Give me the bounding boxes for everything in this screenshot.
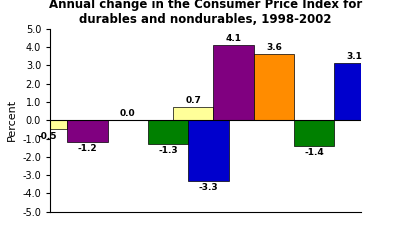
Text: -1.4: -1.4	[304, 148, 324, 157]
Y-axis label: Percent: Percent	[7, 99, 17, 141]
Text: 0.7: 0.7	[185, 96, 201, 105]
Bar	[148, 120, 188, 144]
Bar	[213, 45, 254, 120]
Text: 4.1: 4.1	[225, 34, 241, 43]
Bar	[67, 120, 107, 142]
Text: -1.2: -1.2	[78, 144, 97, 153]
Bar	[173, 107, 213, 120]
Bar	[294, 120, 334, 146]
Title: Annual change in the Consumer Price Index for
durables and nondurables, 1998-200: Annual change in the Consumer Price Inde…	[49, 0, 362, 26]
Text: -3.3: -3.3	[199, 183, 219, 192]
Text: 3.6: 3.6	[266, 43, 282, 52]
Text: -0.5: -0.5	[37, 132, 57, 141]
Bar	[27, 120, 67, 129]
Bar	[254, 54, 294, 120]
Text: 3.1: 3.1	[347, 52, 363, 61]
Bar	[188, 120, 229, 181]
Bar	[334, 63, 375, 120]
Text: 0.0: 0.0	[120, 109, 136, 118]
Text: -1.3: -1.3	[158, 146, 178, 155]
